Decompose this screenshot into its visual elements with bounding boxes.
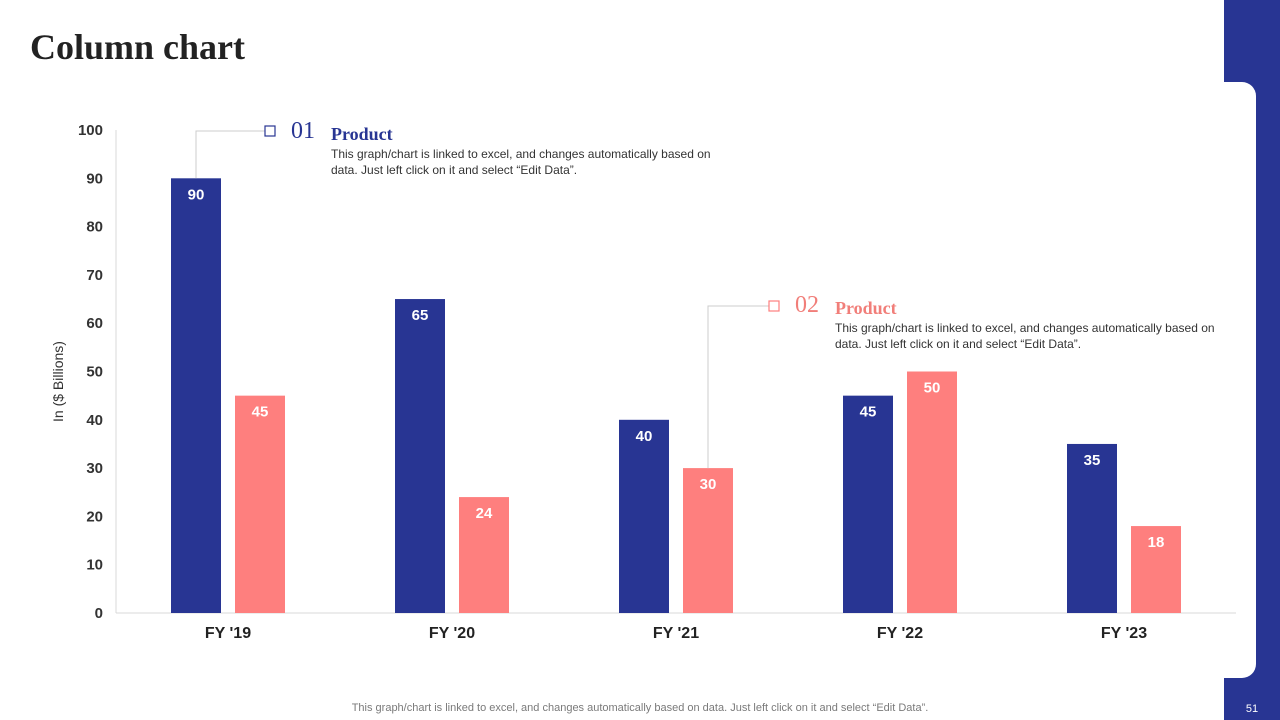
y-tick-label: 100 (78, 122, 103, 139)
y-axis-title: In ($ Billions) (50, 341, 66, 422)
bar-2 (1131, 526, 1181, 613)
y-tick-label: 50 (86, 364, 103, 381)
x-tick-label: FY '19 (205, 625, 251, 642)
bar-1 (843, 395, 893, 613)
x-tick-label: FY '20 (429, 625, 475, 642)
callout-02-text: This graph/chart is linked to excel, and… (835, 321, 1215, 351)
callout-02-number: 02 (795, 292, 819, 318)
y-tick-label: 90 (86, 170, 103, 187)
y-tick-label: 80 (86, 219, 103, 236)
bar-1 (395, 299, 445, 613)
y-tick-label: 30 (86, 460, 103, 477)
callout-01-marker-icon (264, 125, 276, 137)
y-tick-label: 70 (86, 267, 103, 284)
bar-2 (459, 497, 509, 613)
y-tick-label: 40 (86, 412, 103, 429)
y-tick-label: 60 (86, 315, 103, 332)
bar-1 (619, 419, 669, 613)
callout-02-leader-line (707, 305, 769, 469)
data-label: 24 (476, 505, 493, 522)
slide-title: Column chart (30, 27, 245, 67)
callout-02-marker-icon (768, 300, 780, 312)
callout-01-leader-line (195, 130, 265, 179)
callout-01-title: Product (331, 124, 393, 144)
data-label: 35 (1084, 452, 1101, 469)
callout-02-title: Product (835, 298, 897, 318)
bar-2 (235, 395, 285, 613)
page-number: 51 (1245, 703, 1259, 715)
y-tick-label: 0 (95, 605, 103, 622)
data-label: 65 (412, 307, 429, 324)
bar-1 (171, 178, 221, 614)
content-card-edge (1200, 82, 1256, 678)
y-tick-label: 10 (86, 557, 103, 574)
footer-note: This graph/chart is linked to excel, and… (351, 702, 929, 714)
data-label: 45 (860, 404, 877, 421)
data-label: 40 (636, 428, 653, 445)
data-label: 45 (252, 404, 269, 421)
x-tick-label: FY '23 (1101, 625, 1147, 642)
bar-2 (683, 468, 733, 613)
data-label: 18 (1148, 534, 1165, 551)
callout-01-text: This graph/chart is linked to excel, and… (331, 147, 711, 177)
x-tick-label: FY '21 (653, 625, 699, 642)
data-label: 90 (188, 186, 205, 203)
bar-2 (907, 371, 957, 613)
data-label: 50 (924, 380, 941, 397)
bar-1 (1067, 443, 1117, 613)
callout-01-number: 01 (291, 118, 315, 144)
y-tick-label: 20 (86, 508, 103, 525)
data-label: 30 (700, 476, 717, 493)
x-tick-label: FY '22 (877, 625, 923, 642)
